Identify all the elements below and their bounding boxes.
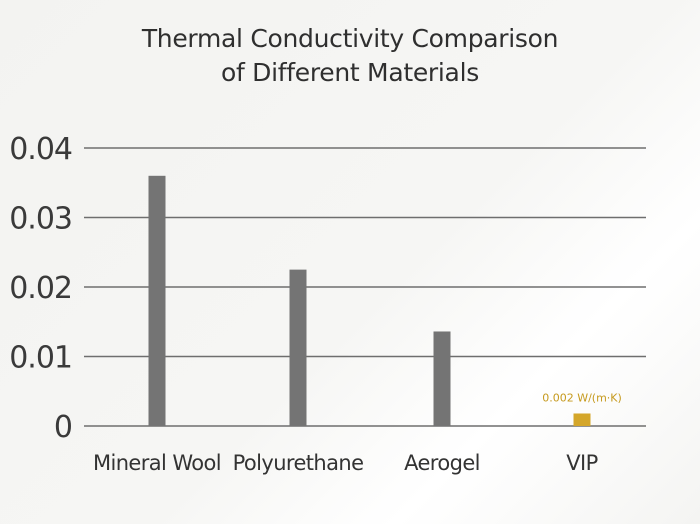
chart-subtitle: of Different Materials — [221, 58, 479, 87]
chart-title-line1: Thermal Conductivity Comparison — [141, 24, 559, 53]
x-tick-label: VIP — [566, 451, 597, 475]
x-tick-label: Mineral Wool — [93, 451, 221, 475]
data-annotation: 0.002 W/(m·K) — [542, 391, 622, 404]
chart-title: Thermal Conductivity Comparison of Diffe… — [0, 22, 700, 90]
y-tick-label: 0.01 — [9, 341, 72, 376]
bar-polyurethane — [289, 269, 307, 426]
x-tick-label: Aerogel — [404, 451, 480, 475]
x-tick-label: Polyurethane — [233, 451, 364, 475]
bar-mineral-wool — [148, 175, 166, 426]
bar-aerogel — [433, 331, 451, 426]
y-tick-label: 0.03 — [9, 202, 72, 237]
y-tick-label: 0.02 — [9, 271, 72, 306]
y-tick-label: 0 — [54, 410, 72, 445]
bar-vip — [573, 413, 591, 426]
y-tick-label: 0.04 — [9, 132, 72, 167]
